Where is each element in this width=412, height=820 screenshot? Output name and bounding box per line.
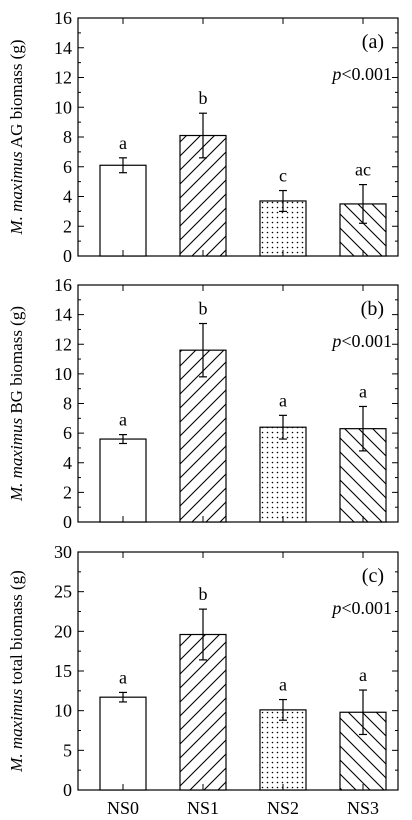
y-axis-label-measure: AG biomass (g) bbox=[7, 39, 26, 151]
bar-ns1 bbox=[179, 349, 227, 523]
bar-ns0 bbox=[99, 438, 147, 523]
y-tick-label: 0 bbox=[63, 780, 72, 800]
y-tick-label: 6 bbox=[63, 157, 72, 177]
bar-ns0 bbox=[99, 164, 147, 257]
y-tick-label: 10 bbox=[54, 364, 72, 384]
significance-letter: ac bbox=[355, 160, 371, 180]
significance-letter: a bbox=[279, 390, 287, 410]
y-tick-label: 5 bbox=[63, 740, 72, 760]
y-tick-label: 16 bbox=[54, 275, 72, 295]
p-value: p<0.001 bbox=[330, 331, 392, 351]
significance-letter: a bbox=[279, 675, 287, 695]
y-axis-label: M. maximus total biomass (g) bbox=[7, 570, 26, 773]
significance-letter: c bbox=[279, 166, 287, 186]
y-axis-label-measure: total biomass (g) bbox=[7, 570, 26, 689]
significance-letter: a bbox=[119, 667, 127, 687]
bar-ns2 bbox=[259, 426, 307, 523]
significance-letter: a bbox=[359, 665, 367, 685]
x-tick-label: NS2 bbox=[267, 798, 299, 818]
y-axis-label: M. maximus AG biomass (g) bbox=[7, 39, 26, 235]
panel-a: 0 2 4 6 8 10 12 14 16 M. maximus AG biomass (g) (a… bbox=[7, 8, 399, 266]
significance-letter: b bbox=[199, 88, 208, 108]
x-tick-label: NS0 bbox=[107, 798, 139, 818]
bar-ns2 bbox=[259, 709, 307, 791]
y-tick-label: 15 bbox=[54, 661, 72, 681]
y-tick-label: 10 bbox=[54, 97, 72, 117]
y-tick-label: 25 bbox=[54, 582, 72, 602]
bar-ns0 bbox=[99, 696, 147, 791]
panel-b: 0 2 4 6 8 10 12 14 16 M. maximus BG biomass (g) (b… bbox=[7, 275, 399, 532]
y-tick-label: 2 bbox=[63, 482, 72, 502]
y-axis-label-species: M. maximus bbox=[7, 688, 26, 772]
panel-label: (c) bbox=[362, 565, 384, 587]
y-axis-label-species: M. maximus bbox=[7, 418, 26, 502]
p-value-text: <0.001 bbox=[341, 598, 392, 618]
y-tick-label: 30 bbox=[54, 542, 72, 562]
y-tick-label: 8 bbox=[63, 127, 72, 147]
y-tick-label: 4 bbox=[63, 453, 72, 473]
y-tick-label: 14 bbox=[54, 38, 72, 58]
y-tick-label: 0 bbox=[63, 246, 72, 266]
p-value-symbol: p bbox=[330, 598, 341, 618]
y-tick-label: 0 bbox=[63, 512, 72, 532]
p-value-symbol: p bbox=[330, 64, 341, 84]
significance-letter: a bbox=[119, 133, 127, 153]
p-value-symbol: p bbox=[330, 331, 341, 351]
y-tick-label: 16 bbox=[54, 8, 72, 28]
y-tick-label: 12 bbox=[54, 334, 72, 354]
x-tick-label: NS3 bbox=[347, 798, 379, 818]
y-tick-label: 2 bbox=[63, 216, 72, 236]
p-value: p<0.001 bbox=[330, 64, 392, 84]
significance-letter: b bbox=[199, 299, 208, 319]
y-tick-label: 12 bbox=[54, 68, 72, 88]
y-axis-label-measure: BG biomass (g) bbox=[7, 306, 26, 418]
y-axis-label-species: M. maximus bbox=[7, 151, 26, 235]
panel-label: (b) bbox=[361, 298, 384, 320]
y-tick-label: 10 bbox=[54, 701, 72, 721]
significance-letter: b bbox=[199, 584, 208, 604]
y-axis-label: M. maximus BG biomass (g) bbox=[7, 306, 26, 502]
panel-c: 0 5 10 15 20 25 30 M. maximus total biomass (g)… bbox=[7, 542, 399, 818]
y-tick-label: 6 bbox=[63, 423, 72, 443]
panel-label: (a) bbox=[362, 31, 384, 53]
p-value-text: <0.001 bbox=[341, 64, 392, 84]
y-tick-label: 14 bbox=[54, 305, 72, 325]
y-tick-label: 20 bbox=[54, 621, 72, 641]
y-tick-label: 4 bbox=[63, 187, 72, 207]
significance-letter: a bbox=[119, 410, 127, 430]
y-tick-label: 8 bbox=[63, 394, 72, 414]
x-tick-label: NS1 bbox=[187, 798, 219, 818]
p-value-text: <0.001 bbox=[341, 331, 392, 351]
significance-letter: a bbox=[359, 381, 367, 401]
p-value: p<0.001 bbox=[330, 598, 392, 618]
